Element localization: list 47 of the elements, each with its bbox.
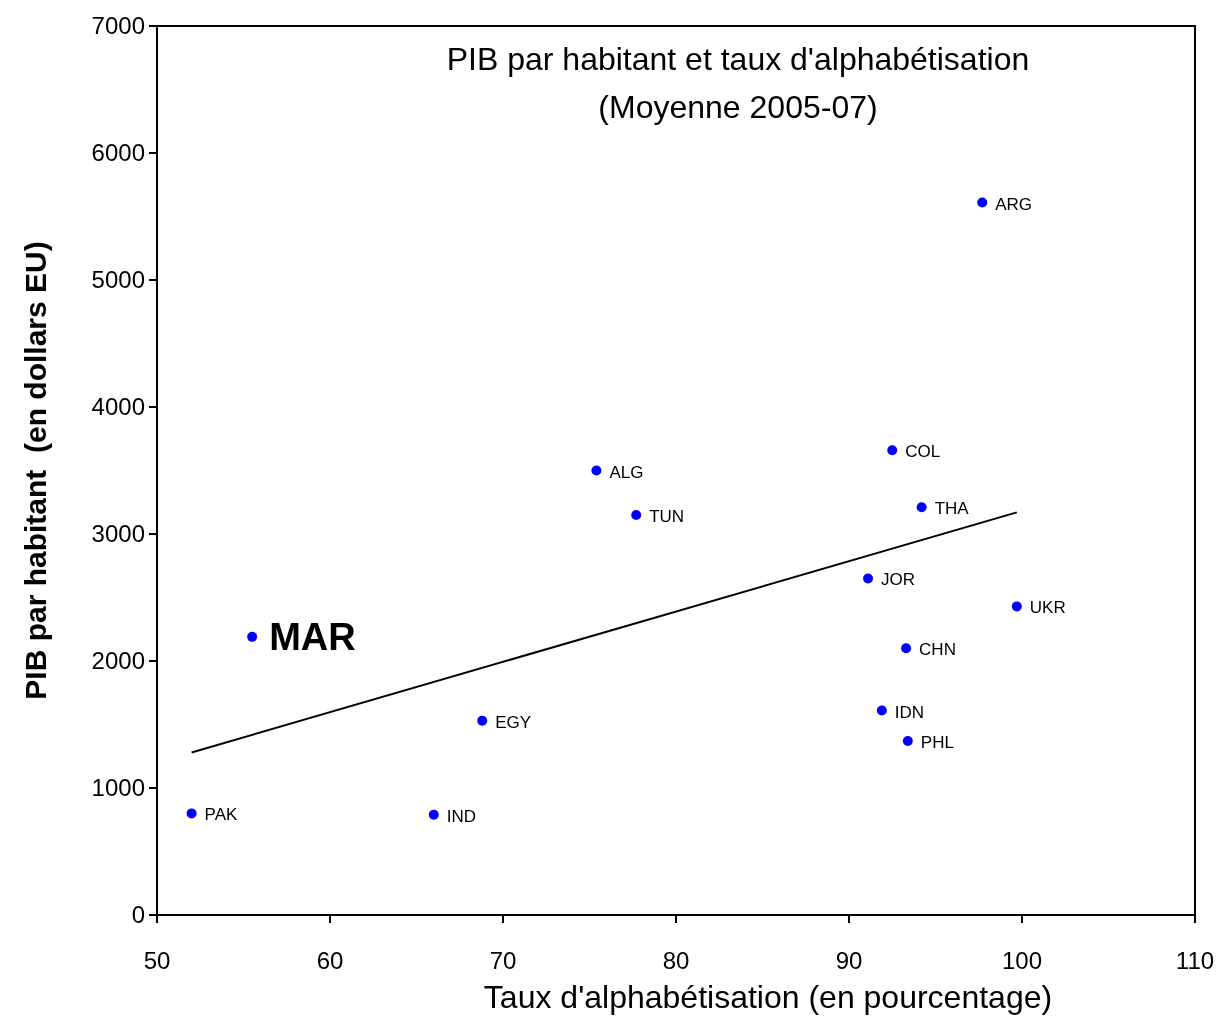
- x-tick-label: 100: [1001, 947, 1043, 974]
- text: (Moyenne 2005-07): [598, 89, 878, 125]
- x-tick-label: 110: [1175, 947, 1215, 974]
- y-tick-label: 7000: [91, 12, 145, 39]
- point: [477, 715, 488, 726]
- data-label: IND: [446, 806, 477, 826]
- point: [428, 809, 439, 820]
- point: [591, 465, 602, 476]
- y-tick-label: 0: [131, 901, 145, 928]
- x-tick-label: 50: [143, 947, 171, 974]
- data-label: CHN: [919, 640, 956, 660]
- text: PIB par habitant et taux d'alphabétisation: [446, 41, 1030, 77]
- point: [247, 631, 258, 642]
- point: [887, 445, 898, 456]
- x-tick-label: 90: [835, 947, 863, 974]
- x-tick-label: 60: [316, 947, 344, 974]
- point: [1011, 601, 1022, 612]
- y-tick-label: 2000: [91, 647, 145, 674]
- data-label: COL: [905, 442, 941, 462]
- y-tick-label: 1000: [91, 774, 145, 801]
- data-label: UKR: [1029, 598, 1066, 618]
- data-label: TUN: [649, 506, 685, 526]
- point: [916, 502, 927, 513]
- point: [631, 509, 642, 520]
- point: [863, 573, 874, 584]
- annotation: MAR: [269, 615, 356, 658]
- data-label: EGY: [495, 712, 532, 732]
- y-tick-label: 5000: [91, 266, 145, 293]
- point: [186, 808, 197, 819]
- point: [902, 736, 913, 747]
- x-axis-title: Taux d'alphabétisation (en pourcentage): [483, 979, 1053, 1015]
- point: [901, 643, 912, 654]
- y-tick-label: 6000: [91, 139, 145, 166]
- data-label: JOR: [881, 570, 916, 590]
- y-tick-label: 3000: [91, 520, 145, 547]
- data-label: PHL: [920, 733, 954, 753]
- y-tick-label: 4000: [91, 393, 145, 420]
- data-label: THA: [934, 499, 970, 519]
- data-label: PAK: [204, 805, 239, 825]
- data-label: ARG: [995, 194, 1033, 214]
- data-label: IDN: [894, 702, 925, 722]
- x-tick-label: 70: [489, 947, 517, 974]
- point: [977, 197, 988, 208]
- y-axis-title: PIB par habitant (en dollars EU): [19, 241, 52, 700]
- x-tick-label: 80: [662, 947, 690, 974]
- point: [876, 705, 887, 716]
- data-label: ALG: [609, 462, 644, 482]
